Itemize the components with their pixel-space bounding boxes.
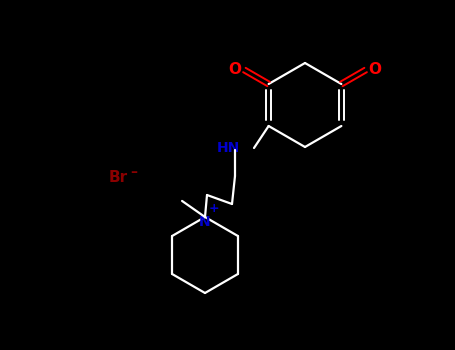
Text: N: N xyxy=(199,215,211,229)
Text: O: O xyxy=(369,63,382,77)
Text: Br: Br xyxy=(108,170,127,186)
Text: O: O xyxy=(228,63,242,77)
Text: HN: HN xyxy=(217,141,240,155)
Text: +: + xyxy=(209,202,219,215)
Text: –: – xyxy=(131,165,137,179)
